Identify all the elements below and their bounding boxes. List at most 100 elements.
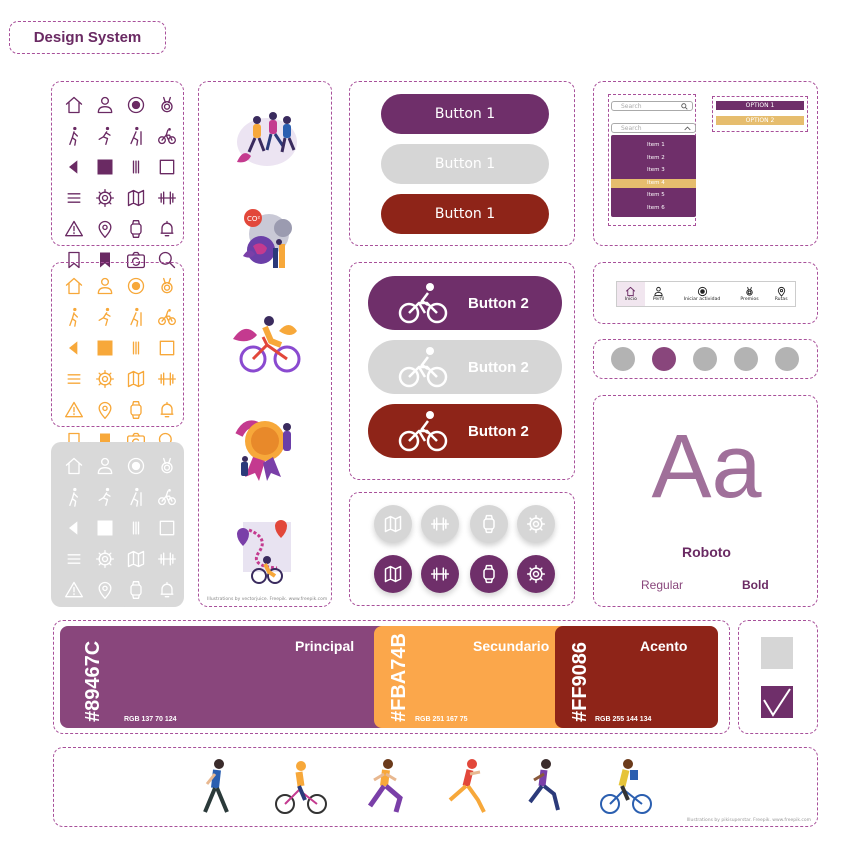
hike-icon: [122, 301, 150, 332]
record-icon: [122, 89, 150, 120]
dropdown-item[interactable]: Item 3: [647, 167, 665, 173]
pagination-dot[interactable]: [775, 347, 799, 371]
dropdown-item[interactable]: Item 6: [647, 204, 665, 211]
button2-primary-label: Button 2: [468, 294, 529, 312]
record-icon: [122, 270, 150, 301]
icon-grid-orange: [60, 270, 181, 456]
checkbox-unchecked[interactable]: [761, 637, 793, 669]
dropdown-item[interactable]: Item 4: [611, 178, 696, 188]
watch-icon: [483, 564, 495, 584]
dumbbell-icon: [430, 517, 450, 531]
illustrations-panel: CO² Illustrations by vectorjuice. Freepi…: [198, 81, 332, 607]
home-icon: [60, 89, 88, 120]
button2-disabled: Button 2: [368, 340, 562, 394]
option-1[interactable]: OPTION 1: [716, 101, 804, 110]
typeface-sample: Aa: [651, 417, 762, 517]
button2-primary[interactable]: Button 2: [368, 276, 562, 330]
co2-globe-illustration: CO²: [243, 209, 292, 268]
location-pin-icon: [776, 284, 787, 297]
medal-icon: [153, 270, 181, 301]
warning-icon: [60, 394, 88, 425]
run-icon: [91, 120, 119, 151]
record-icon: [122, 450, 150, 481]
bike-icon: [398, 411, 448, 452]
swatch-acento-hex: #FF9086: [569, 641, 591, 722]
watch-icon: [122, 213, 150, 244]
map-icon: [122, 543, 150, 574]
run-icon: [91, 301, 119, 332]
square-filled-icon: [91, 512, 119, 543]
watch-icon: [483, 514, 495, 534]
medal-icon: [744, 284, 755, 296]
button2-accent[interactable]: Button 2: [368, 404, 562, 458]
circle-button-disabled-dumbbell: [421, 505, 459, 543]
home-icon: [60, 450, 88, 481]
nav-item-label: Rutas: [774, 297, 788, 302]
nav-item-perfil[interactable]: Perfil: [645, 282, 673, 306]
bookmark-outline-icon: [60, 244, 88, 275]
checkmark-icon: [763, 688, 791, 717]
swatch-acento: #FF9086 Acento RGB 255 144 134: [555, 626, 718, 728]
swatch-principal-hex: #89467C: [82, 640, 104, 722]
walk-icon: [60, 481, 88, 512]
back-arrow-icon: [60, 151, 88, 182]
hike-icon: [122, 120, 150, 151]
nav-item-inicio[interactable]: Inicio: [617, 282, 645, 306]
nav-item-label: Premios: [740, 297, 759, 302]
circle-button-gear[interactable]: [517, 555, 555, 593]
menu-icon: [122, 151, 150, 182]
gear-icon: [91, 182, 119, 213]
nav-item-label: Iniciar actividad: [683, 297, 721, 302]
nav-item-label: Perfil: [652, 297, 665, 302]
dropdown-item[interactable]: Item 2: [647, 154, 665, 161]
button1-accent[interactable]: Button 1: [381, 194, 549, 234]
map-icon: [384, 515, 402, 533]
circle-button-disabled-gear: [517, 505, 555, 543]
button1-disabled: Button 1: [381, 144, 549, 184]
jogging-woman: [528, 759, 560, 811]
map-icon: [122, 363, 150, 394]
swatch-secundario-hex: #FBA74B: [388, 633, 410, 722]
dropdown-item[interactable]: Item 5: [647, 192, 665, 198]
chevron-up-icon: [684, 126, 691, 131]
nav-item-rutas[interactable]: Rutas: [767, 282, 795, 306]
bell-icon: [153, 574, 181, 605]
user-icon: [91, 89, 119, 120]
circle-button-dumbbell[interactable]: [421, 555, 459, 593]
palette-panel: [53, 620, 730, 734]
checkbox-checked[interactable]: [761, 686, 793, 718]
running-man: [367, 759, 403, 813]
swatch-principal-rgb: RGB 137 70 124: [124, 716, 177, 723]
user-icon: [653, 284, 664, 297]
search-select[interactable]: Search: [611, 123, 696, 133]
option-2[interactable]: OPTION 2: [716, 116, 804, 125]
menu-lines-icon: [60, 363, 88, 394]
runners-illustration: [237, 112, 297, 166]
map-icon: [384, 565, 402, 583]
circle-button-map[interactable]: [374, 555, 412, 593]
button1-primary[interactable]: Button 1: [381, 94, 549, 134]
pagination-dot[interactable]: [693, 347, 717, 371]
pagination-dot[interactable]: [611, 347, 635, 371]
circle-button-watch[interactable]: [470, 555, 508, 593]
options-frame: OPTION 1 OPTION 2: [712, 96, 808, 132]
warning-icon: [60, 574, 88, 605]
pagination-dot[interactable]: [734, 347, 758, 371]
dropdown-item[interactable]: Item 1: [647, 142, 665, 148]
button2-disabled-label: Button 2: [468, 358, 529, 376]
dumbbell-icon: [430, 567, 450, 581]
back-arrow-icon: [60, 512, 88, 543]
nav-item-iniciar-actividad[interactable]: Iniciar actividad: [672, 282, 731, 306]
search-input[interactable]: Search: [611, 101, 693, 111]
square-outline-icon: [153, 512, 181, 543]
pagination-dot[interactable]: [652, 347, 676, 371]
swatch-principal-name: Principal: [295, 638, 355, 654]
nav-item-premios[interactable]: Premios: [732, 282, 768, 306]
warning-icon: [60, 213, 88, 244]
svg-text:CO²: CO²: [247, 215, 260, 223]
checkbox-panel: [738, 620, 818, 734]
typography-panel: Aa Roboto Regular Bold: [593, 395, 818, 607]
nav-item-label: Inicio: [624, 297, 637, 302]
bike-icon: [398, 283, 448, 324]
gear-icon: [526, 564, 546, 584]
